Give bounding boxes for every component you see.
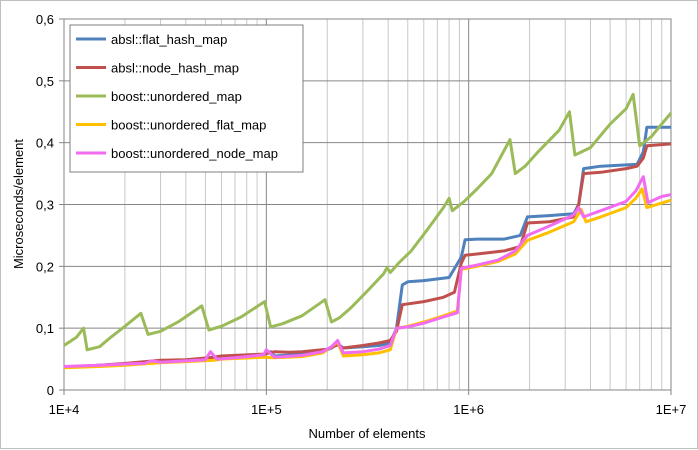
x-tick-label: 1E+5: [251, 402, 282, 417]
y-tick-label: 0,6: [36, 12, 54, 27]
series-line-2: [63, 142, 672, 369]
y-axis-title: Microseconds/element: [11, 139, 26, 269]
legend-label: boost::unordered_flat_map: [111, 118, 266, 133]
y-tick-label: 0,1: [36, 321, 54, 336]
series-line-5: [63, 175, 672, 368]
legend-label: absl::node_hash_map: [111, 61, 239, 76]
x-tick-label: 1E+7: [656, 402, 687, 417]
legend-box: [69, 24, 304, 173]
x-axis-title: Number of elements: [308, 426, 426, 441]
axis-ticks: 0 0,1 0,2 0,3 0,4 0,5 0,6 1E+4 1E+5 1E+6 1E+7: [36, 12, 686, 417]
series-lines: [63, 92, 673, 370]
y-tick-label: 0,5: [36, 74, 54, 89]
y-tick-label: 0,3: [36, 198, 54, 213]
legend-label: absl::flat_hash_map: [111, 32, 227, 47]
legend-label: boost::unordered_node_map: [111, 146, 278, 161]
x-tick-label: 1E+4: [49, 402, 80, 417]
y-tick-label: 0: [47, 383, 54, 398]
y-tick-label: 0,2: [36, 259, 54, 274]
legend-label: boost::unordered_map: [111, 89, 242, 104]
y-tick-label: 0,4: [36, 136, 54, 151]
x-tick-label: 1E+6: [453, 402, 484, 417]
legend: absl::flat_hash_mapabsl::node_hash_mapbo…: [69, 24, 304, 173]
series-line-4: [63, 187, 672, 370]
series-line-3: [63, 92, 673, 352]
